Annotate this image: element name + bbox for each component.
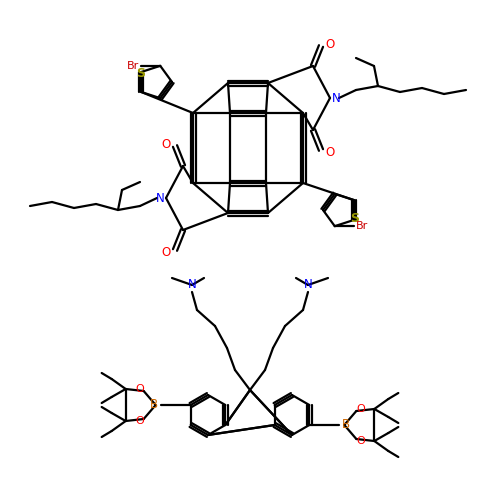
Text: O: O xyxy=(136,416,144,426)
Text: N: N xyxy=(332,92,340,104)
Text: Br: Br xyxy=(356,221,368,231)
Text: O: O xyxy=(356,404,364,414)
Text: Br: Br xyxy=(127,61,140,71)
Text: O: O xyxy=(356,436,364,446)
Text: O: O xyxy=(162,138,170,150)
Text: S: S xyxy=(350,212,360,226)
Text: O: O xyxy=(326,146,334,158)
Text: O: O xyxy=(326,38,334,51)
Text: N: N xyxy=(304,278,312,291)
Text: N: N xyxy=(156,192,164,204)
Text: N: N xyxy=(188,278,196,291)
Text: S: S xyxy=(136,66,144,80)
Text: O: O xyxy=(162,246,170,258)
Text: B: B xyxy=(342,418,350,432)
Text: O: O xyxy=(136,384,144,394)
Text: B: B xyxy=(150,398,158,411)
